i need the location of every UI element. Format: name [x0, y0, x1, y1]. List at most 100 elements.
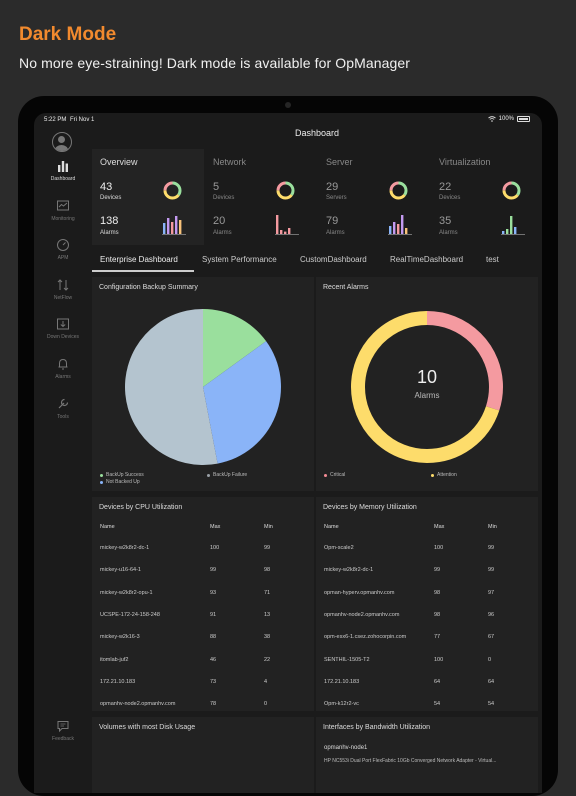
mini-bar — [284, 231, 287, 234]
legend-label: Critical — [330, 472, 346, 478]
tab-realtime-dashboard[interactable]: RealTimeDashboard — [390, 255, 464, 264]
cell-max: 100 — [210, 545, 220, 551]
status-ring-icon — [502, 181, 521, 200]
cell-min: 38 — [264, 634, 271, 641]
donut-segment-attention[interactable] — [351, 311, 503, 463]
backup-pie-chart — [125, 309, 281, 465]
ring-segment — [389, 181, 408, 200]
sidebar-item-down-devices[interactable]: Down Devices — [34, 317, 92, 340]
pie-slice-not-backed-up[interactable] — [203, 341, 281, 464]
page-title: Dashboard — [294, 128, 340, 138]
tab-system-performance[interactable]: System Performance — [202, 255, 277, 264]
summary-server[interactable]: Server 29 Servers 79 Alarms — [318, 149, 430, 245]
alarm-bars-icon — [501, 216, 525, 235]
sidebar-item-alarms[interactable]: Alarms — [34, 357, 92, 380]
cell-min: 99 — [488, 545, 495, 551]
status-ring-icon — [163, 181, 182, 200]
summary-overview[interactable]: Overview 43 Devices 138 Alarms — [92, 149, 204, 245]
mini-bar — [175, 216, 178, 234]
legend-swatch — [207, 473, 210, 477]
column-header-max: Max — [210, 524, 221, 530]
cell-max: 64 — [434, 678, 441, 685]
cell-name: mickey-w2k16-3 — [100, 634, 140, 641]
cell-name: Opm-scale2 — [324, 545, 354, 551]
mini-bar — [276, 215, 279, 234]
sidebar-item-apm[interactable]: APM — [34, 238, 92, 261]
summary-title: Overview — [100, 157, 138, 167]
status-time: 5:22 PM — [44, 117, 67, 123]
bar-chart-icon — [58, 161, 68, 172]
mini-bar — [514, 227, 517, 234]
down-arrow-icon — [57, 318, 69, 330]
alarm-count: 20 — [213, 215, 226, 227]
cpu-utilization-card: Devices by CPU Utilization Name Max Min … — [92, 497, 314, 711]
memory-utilization-card: Devices by Memory Utilization Name Max M… — [316, 497, 538, 711]
summary-network[interactable]: Network 5 Devices 20 Alarms — [205, 149, 317, 245]
legend-not-backed-up: Not Backed Up — [100, 479, 140, 485]
sidebar-item-label: NetFlow — [53, 295, 73, 301]
legend-label: Attention — [437, 472, 457, 478]
cell-min: 99 — [488, 567, 495, 574]
sidebar: Dashboard Monitoring APM NetFlow Down De… — [34, 127, 92, 793]
cell-max: 98 — [434, 589, 441, 596]
ring-segment — [389, 181, 408, 200]
mini-bar-baseline — [501, 234, 525, 235]
recent-alarms-card: Recent Alarms 10 Alarms Critical Attenti… — [316, 277, 538, 491]
sidebar-item-dashboard[interactable]: Dashboard — [34, 159, 92, 182]
summary-title: Network — [213, 157, 247, 167]
feedback-label: Feedback — [52, 736, 74, 742]
summary-title: Virtualization — [439, 157, 491, 167]
mini-bar — [502, 231, 505, 234]
tablet-frame: 5:22 PM Fri Nov 1 100% Dashboard Monitor… — [18, 96, 558, 796]
avatar[interactable] — [52, 132, 72, 152]
alarm-bars-icon — [275, 215, 299, 235]
column-header-name: Name — [100, 524, 115, 530]
tab-enterprise-dashboard[interactable]: Enterprise Dashboard — [100, 255, 178, 264]
sidebar-item-monitoring[interactable]: Monitoring — [34, 199, 92, 222]
cell-name: 172.21.10.183 — [100, 678, 136, 685]
wifi-icon — [487, 116, 496, 122]
cell-min: 4 — [264, 678, 268, 685]
legend-attention: Attention — [431, 472, 457, 478]
legend-swatch — [100, 480, 103, 484]
alarm-total: 10 — [416, 367, 438, 387]
bandwidth-device[interactable]: opmanhv-node1 — [324, 745, 368, 751]
cell-min: 98 — [264, 567, 271, 574]
ring-segment — [163, 181, 182, 200]
alarm-bars-icon — [162, 216, 186, 235]
sidebar-item-netflow[interactable]: NetFlow — [34, 278, 92, 301]
ring-segment — [276, 181, 295, 200]
cell-name: itomlab-juf2 — [100, 656, 129, 663]
cell-min: 0 — [264, 701, 268, 708]
pie-slice-backup-failure[interactable] — [125, 309, 218, 465]
cell-min: 96 — [488, 611, 495, 618]
cell-name: Opm-k12r2-vc — [324, 701, 359, 708]
bandwidth-interface[interactable]: HP NC553i Dual Port FlexFabric 10Gb Conv… — [324, 758, 497, 764]
summary-virtualization[interactable]: Virtualization 22 Devices 35 Alarms — [431, 149, 542, 245]
camera — [285, 102, 291, 108]
tab-custom-dashboard[interactable]: CustomDashboard — [300, 255, 367, 264]
sidebar-item-tools[interactable]: Tools — [34, 397, 92, 420]
column-header-min: Min — [488, 524, 497, 530]
cell-max: 91 — [210, 611, 217, 618]
active-tab-indicator — [92, 270, 194, 272]
cell-min: 22 — [264, 656, 271, 663]
tab-test[interactable]: test — [486, 255, 499, 264]
column-header-name: Name — [324, 524, 339, 530]
cell-name: 172.21.10.183 — [324, 678, 360, 685]
cell-max: 73 — [210, 678, 217, 685]
mini-bar — [405, 228, 408, 234]
card-title: Devices by Memory Utilization — [323, 504, 417, 511]
feedback-button[interactable]: Feedback — [34, 719, 92, 742]
mini-bar — [179, 220, 182, 234]
mini-bar — [397, 224, 400, 234]
device-count: 43 — [100, 181, 113, 193]
status-ring-icon — [389, 181, 408, 200]
mini-bar — [506, 229, 509, 234]
mini-bar — [401, 215, 404, 234]
legend-swatch — [324, 473, 327, 477]
battery-percent: 100% — [498, 116, 514, 122]
pie-slice-backup-success[interactable] — [203, 309, 267, 387]
mini-bar-baseline — [162, 234, 186, 235]
battery-icon — [517, 116, 530, 122]
